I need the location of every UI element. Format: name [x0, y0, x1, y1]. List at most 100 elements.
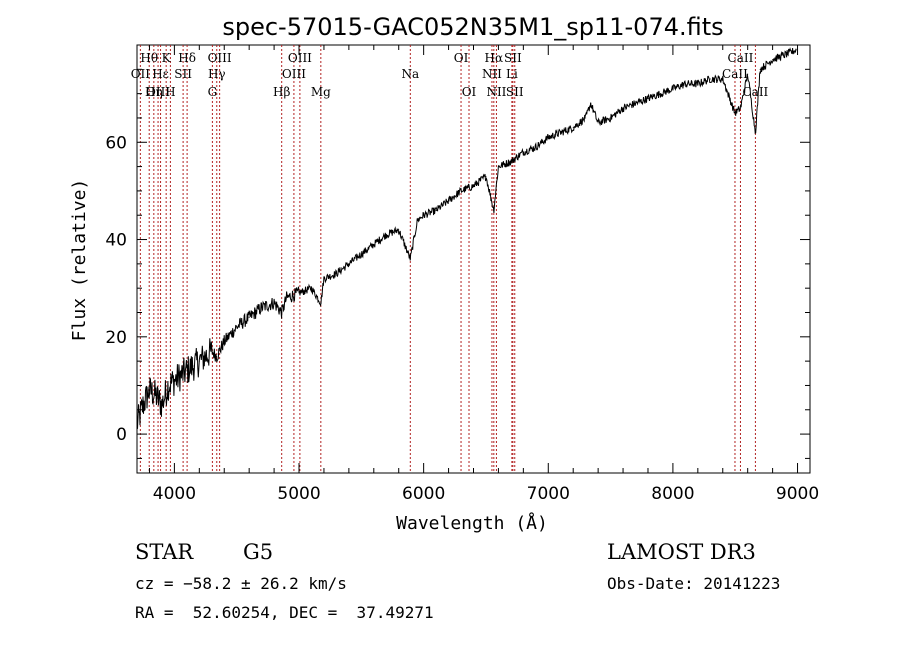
x-tick-label: 6000: [402, 484, 445, 504]
line-label: K: [162, 51, 172, 65]
spectrum-point: [659, 93, 661, 95]
line-label: OI: [454, 51, 469, 65]
spectrum-point: [180, 375, 182, 377]
spectrum-point: [155, 394, 157, 396]
spectrum-point: [323, 277, 325, 279]
spectrum-point: [560, 132, 562, 134]
line-label: OIII: [146, 85, 170, 99]
line-label: Hβ: [273, 85, 290, 99]
spectrum-line: [136, 47, 797, 429]
line-label: CaII: [728, 51, 754, 65]
spectrum-point: [320, 302, 322, 304]
spectrum-point: [281, 312, 283, 313]
line-label: SII: [174, 67, 192, 81]
spectrum-point: [286, 297, 288, 299]
spectrum-point: [236, 326, 238, 328]
spectrum-point: [223, 341, 225, 343]
spectrum-point: [448, 200, 450, 202]
spectrum-point: [784, 54, 786, 56]
line-label: G: [208, 85, 218, 99]
spectrum-point: [622, 107, 624, 109]
line-label: Hγ: [208, 67, 226, 81]
spectrum-point: [547, 136, 549, 138]
spectrum-point: [423, 214, 425, 216]
spectrum-point: [460, 190, 462, 192]
spectrum-point: [360, 253, 362, 255]
spectrum-point: [697, 83, 699, 85]
line-label: CaII: [742, 85, 768, 99]
spectrum-point: [398, 229, 400, 231]
spectrum-point: [385, 234, 387, 236]
series-layer: [136, 47, 797, 429]
x-tick-label: 7000: [527, 484, 570, 504]
spectrum-point: [167, 384, 169, 386]
spectrum-point: [205, 355, 207, 357]
line-label: OIII: [208, 51, 232, 65]
spectrum-point: [161, 404, 163, 406]
spectrum-point: [409, 258, 411, 260]
axis-ticks: 4000 5000 6000 7000 8000 9000 0 20 40 60: [105, 45, 819, 504]
spectrum-point: [416, 219, 418, 221]
line-label: OIII: [282, 67, 306, 81]
spectrum-point: [772, 59, 774, 61]
y-tick-label: 0: [116, 425, 127, 445]
spectrum-point: [173, 380, 175, 382]
line-label: OII: [131, 67, 151, 81]
line-label: Hα: [485, 51, 504, 65]
spectrum-point: [493, 209, 495, 211]
spectrum-point: [373, 243, 375, 245]
spectrum-point: [795, 49, 797, 51]
spectrum-point: [610, 117, 612, 119]
line-label: Mg: [311, 85, 331, 99]
spectrum-point: [335, 273, 337, 275]
spectrum-point: [348, 263, 350, 265]
line-label: OI: [462, 85, 477, 99]
spectrum-point: [522, 151, 524, 153]
line-label: H: [165, 85, 175, 99]
line-marker-layer: [139, 45, 756, 473]
spectrum-point: [747, 73, 749, 75]
x-tick-label: 5000: [277, 484, 320, 504]
spectrum-point: [734, 112, 736, 114]
spectral-subclass: G5: [243, 540, 274, 564]
x-tick-label: 8000: [651, 484, 694, 504]
spectrum-point: [273, 302, 275, 304]
spectrum-point: [709, 78, 711, 80]
line-label: Hε: [152, 67, 169, 81]
spectrum-point: [590, 102, 592, 104]
spectrum-point: [585, 117, 587, 119]
survey-name: LAMOST DR3: [607, 540, 756, 564]
spectrum-point: [635, 102, 637, 104]
spectrum-point: [186, 370, 188, 372]
object-class: STAR: [135, 540, 194, 564]
spectrum-point: [647, 98, 649, 99]
line-label: NII: [482, 67, 502, 81]
chart-title: spec-57015-GAC052N35M1_sp11-074.fits: [222, 13, 723, 41]
spectrum-point: [754, 132, 756, 134]
spectrum-point: [485, 175, 487, 177]
spectrum-point: [248, 316, 250, 318]
spectrum-point: [198, 360, 200, 362]
line-label: SII: [504, 51, 522, 65]
spectrum-point: [684, 83, 686, 85]
spectrum-point: [435, 209, 437, 211]
spectrum-point: [722, 78, 724, 80]
y-axis-label: Flux (relative): [69, 179, 90, 342]
line-label: CaII: [722, 67, 748, 81]
observation-date: Obs-Date: 20141223: [607, 574, 781, 593]
y-tick-label: 20: [105, 328, 127, 348]
spectrum-point: [535, 146, 537, 148]
spectrum-point: [310, 287, 312, 289]
spectrum-point: [298, 292, 300, 294]
x-tick-label: 4000: [153, 484, 196, 504]
y-tick-label: 60: [105, 133, 127, 153]
spectrum-point: [211, 350, 213, 352]
spectrum-point: [216, 355, 218, 357]
spectrum-point: [672, 88, 674, 90]
spectrum-point: [148, 389, 150, 391]
line-label: Hδ: [178, 51, 196, 65]
spectrum-point: [510, 161, 512, 163]
line-label: OIII: [288, 51, 312, 65]
